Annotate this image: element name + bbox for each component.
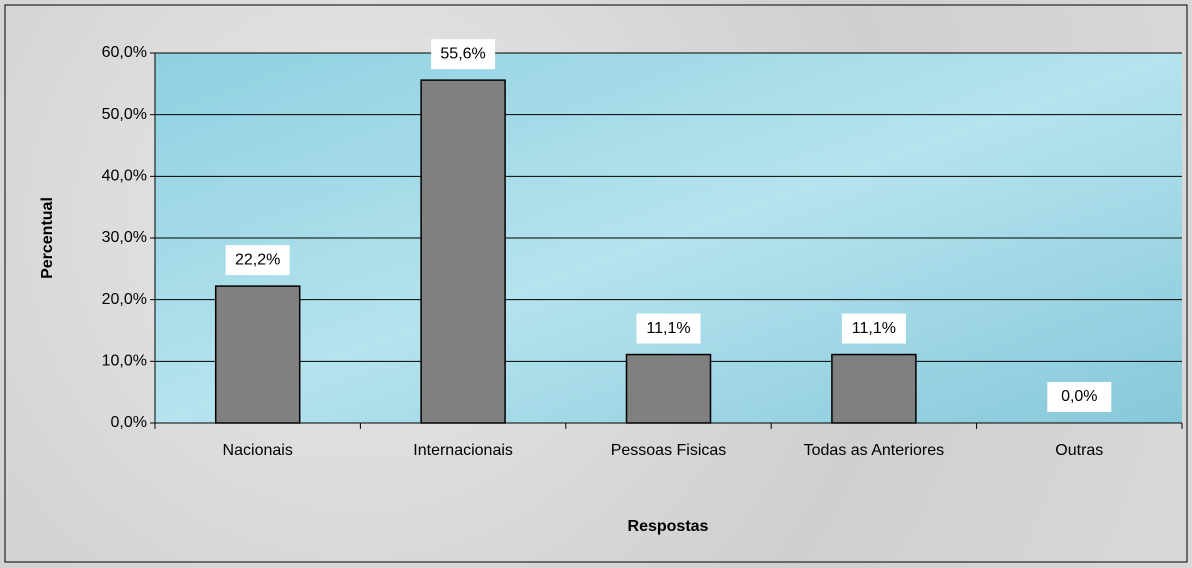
y-tick-label: 10,0% (102, 353, 147, 370)
value-label-box (225, 245, 290, 276)
value-label: 55,6% (440, 45, 485, 62)
y-tick-label: 40,0% (102, 168, 147, 185)
y-axis-title: Percentual (39, 197, 56, 279)
y-tick-label: 50,0% (102, 106, 147, 123)
chart-border (4, 4, 1188, 563)
value-label: 22,2% (235, 251, 280, 268)
bar (831, 353, 917, 424)
x-tick-label: Outras (1055, 442, 1104, 459)
x-tick-label: Todas as Anteriores (803, 442, 945, 459)
y-tick-label: 0,0% (111, 414, 147, 431)
y-tick-label: 30,0% (102, 229, 147, 246)
value-label-box (1047, 382, 1112, 412)
value-label-box (841, 313, 906, 344)
value-label: 0,0% (1061, 388, 1097, 405)
value-label-box (636, 313, 701, 344)
x-tick-label: Internacionais (413, 442, 513, 459)
bar (625, 353, 712, 424)
x-tick-label: Pessoas Fisicas (610, 442, 727, 459)
y-tick-label: 20,0% (102, 291, 147, 308)
value-label-box (431, 39, 496, 70)
bar (214, 285, 301, 424)
y-tick-label: 60,0% (102, 44, 147, 61)
x-tick-label: Nacionais (222, 442, 293, 459)
value-label: 11,1% (646, 320, 690, 337)
x-axis-title: Respostas (628, 518, 709, 535)
bar (420, 79, 506, 424)
value-label: 11,1% (852, 320, 896, 337)
